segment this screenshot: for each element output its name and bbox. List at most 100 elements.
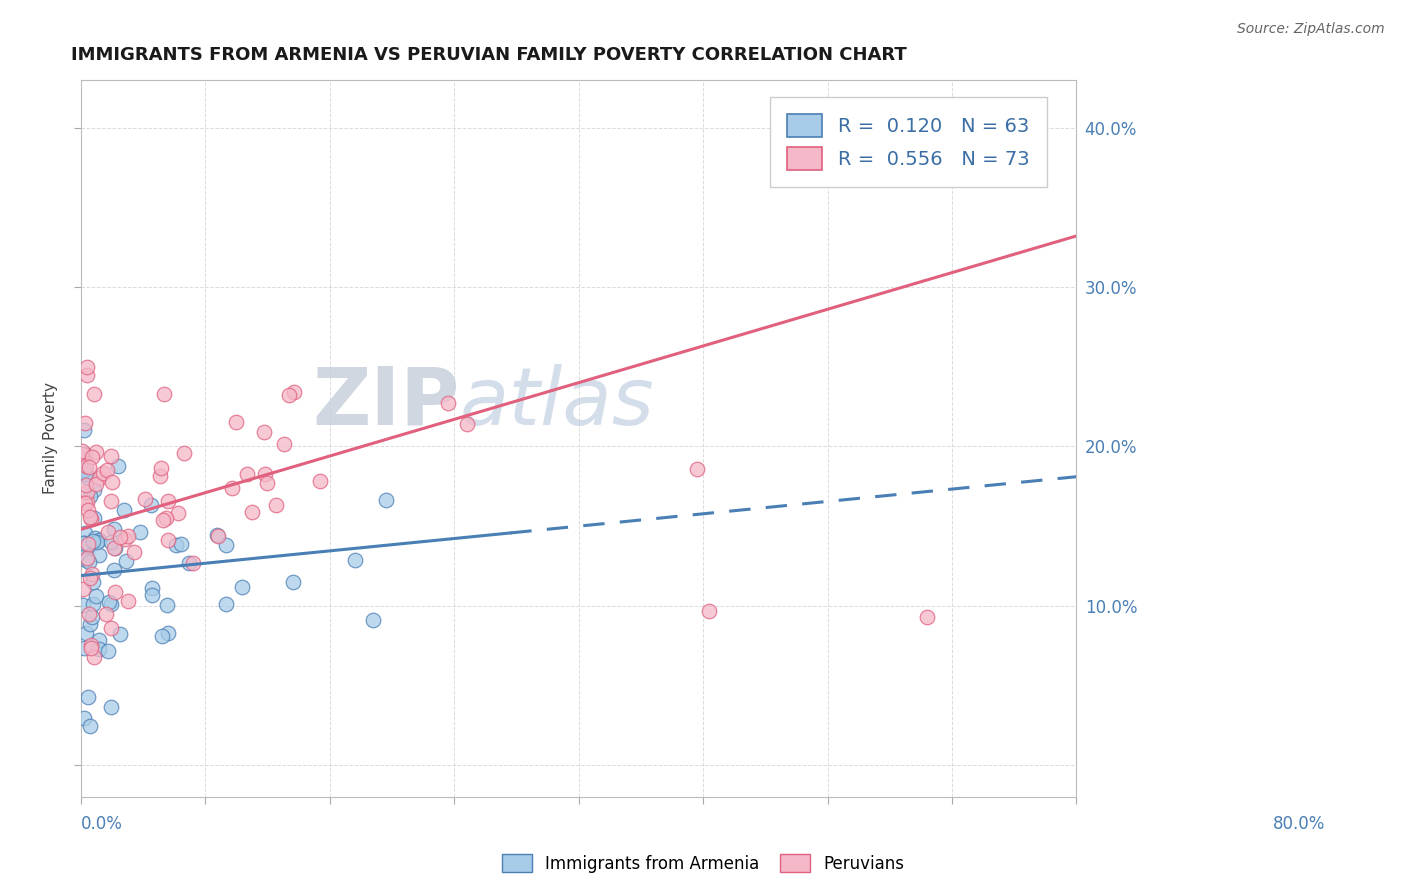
Point	[281, 575, 304, 590]
Point	[363, 613, 385, 627]
Point	[100, 535, 122, 549]
Point	[108, 627, 131, 641]
Point	[117, 594, 139, 608]
Point	[915, 610, 938, 624]
Text: IMMIGRANTS FROM ARMENIA VS PERUVIAN FAMILY POVERTY CORRELATION CHART: IMMIGRANTS FROM ARMENIA VS PERUVIAN FAMI…	[72, 46, 907, 64]
Point	[73, 525, 96, 540]
Point	[87, 632, 110, 647]
Point	[87, 533, 110, 547]
Point	[82, 533, 104, 548]
Point	[437, 396, 460, 410]
Point	[205, 527, 228, 541]
Text: Source: ZipAtlas.com: Source: ZipAtlas.com	[1237, 22, 1385, 37]
Point	[278, 388, 301, 402]
Point	[75, 626, 97, 640]
Point	[103, 541, 125, 555]
Point	[149, 468, 172, 483]
Point	[128, 524, 150, 539]
Point	[699, 604, 721, 618]
Point	[77, 503, 100, 517]
Point	[98, 595, 121, 609]
Point	[87, 641, 110, 656]
Point	[76, 368, 98, 382]
Point	[150, 629, 173, 643]
Point	[73, 711, 96, 725]
Point	[86, 534, 108, 549]
Point	[79, 512, 101, 526]
Point	[254, 467, 277, 481]
Point	[100, 475, 122, 490]
Point	[114, 533, 136, 547]
Point	[100, 449, 122, 463]
Point	[83, 510, 105, 524]
Point	[79, 510, 101, 524]
Point	[103, 522, 125, 536]
Point	[72, 463, 94, 477]
Point	[170, 537, 193, 551]
Point	[215, 538, 238, 552]
Point	[82, 598, 104, 612]
Point	[308, 474, 330, 488]
Point	[72, 598, 94, 612]
Point	[107, 458, 129, 473]
Point	[76, 484, 98, 499]
Point	[108, 530, 131, 544]
Point	[91, 466, 114, 480]
Point	[156, 626, 179, 640]
Point	[76, 359, 98, 374]
Point	[155, 511, 177, 525]
Point	[165, 538, 187, 552]
Point	[87, 470, 110, 484]
Point	[256, 475, 278, 490]
Point	[100, 621, 122, 635]
Point	[86, 477, 108, 491]
Point	[97, 644, 120, 658]
Point	[112, 503, 135, 517]
Point	[75, 553, 97, 567]
Point	[72, 447, 94, 461]
Point	[225, 415, 247, 429]
Point	[100, 700, 122, 714]
Point	[207, 529, 229, 543]
Point	[134, 492, 156, 507]
Point	[167, 506, 190, 520]
Point	[76, 551, 98, 566]
Point	[94, 607, 117, 621]
Point	[96, 463, 118, 477]
Legend: Immigrants from Armenia, Peruvians: Immigrants from Armenia, Peruvians	[495, 847, 911, 880]
Point	[80, 566, 103, 581]
Point	[87, 549, 110, 563]
Legend: R =  0.120   N = 63, R =  0.556   N = 73: R = 0.120 N = 63, R = 0.556 N = 73	[769, 96, 1047, 187]
Point	[72, 444, 94, 458]
Point	[231, 581, 253, 595]
Point	[73, 641, 96, 656]
Point	[77, 460, 100, 475]
Point	[79, 489, 101, 503]
Point	[686, 462, 709, 476]
Point	[83, 649, 105, 664]
Point	[79, 571, 101, 585]
Point	[183, 556, 205, 570]
Text: 0.0%: 0.0%	[82, 815, 122, 833]
Point	[221, 481, 243, 495]
Point	[75, 459, 97, 474]
Point	[80, 610, 103, 624]
Point	[155, 598, 177, 612]
Point	[73, 424, 96, 438]
Point	[80, 641, 103, 656]
Point	[149, 461, 172, 475]
Point	[103, 563, 125, 577]
Point	[122, 544, 145, 558]
Point	[75, 546, 97, 560]
Point	[157, 533, 180, 548]
Point	[77, 607, 100, 622]
Point	[374, 492, 396, 507]
Point	[117, 528, 139, 542]
Point	[76, 495, 98, 509]
Point	[76, 690, 98, 705]
Point	[84, 445, 107, 459]
Point	[152, 512, 174, 526]
Point	[100, 494, 122, 508]
Point	[103, 541, 125, 555]
Point	[173, 446, 195, 460]
